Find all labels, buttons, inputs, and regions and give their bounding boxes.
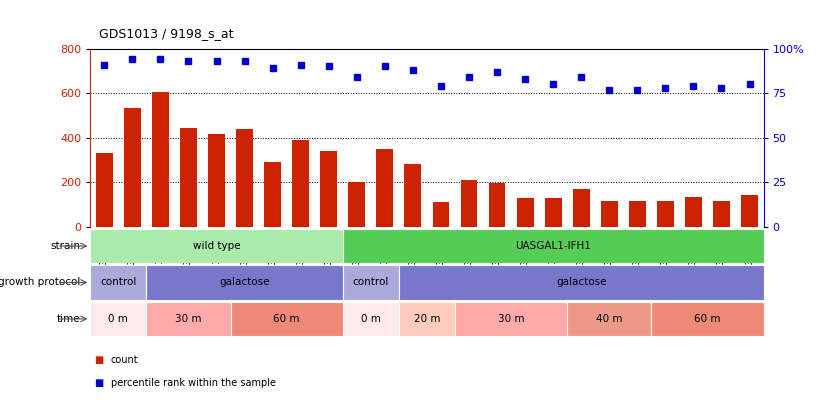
Bar <box>320 151 337 227</box>
Text: 0 m: 0 m <box>361 314 381 324</box>
Bar <box>399 302 455 336</box>
Bar <box>629 201 646 227</box>
Bar <box>231 302 343 336</box>
Bar <box>713 201 730 227</box>
Bar <box>545 198 562 227</box>
Bar <box>90 265 146 300</box>
Text: growth protocol: growth protocol <box>0 277 80 288</box>
Text: UASGAL1-IFH1: UASGAL1-IFH1 <box>516 241 591 251</box>
Bar <box>455 302 567 336</box>
Text: ■: ■ <box>94 356 103 365</box>
Bar <box>573 189 589 227</box>
Bar <box>685 197 702 227</box>
Bar <box>348 182 365 227</box>
Text: galactose: galactose <box>219 277 270 288</box>
Bar <box>343 265 399 300</box>
Bar <box>567 302 651 336</box>
Bar <box>152 92 169 227</box>
Text: galactose: galactose <box>556 277 607 288</box>
Text: 60 m: 60 m <box>273 314 300 324</box>
Bar <box>146 302 231 336</box>
Text: ■: ■ <box>94 378 103 388</box>
Text: strain: strain <box>50 241 80 251</box>
Bar <box>292 140 309 227</box>
Bar <box>264 162 281 227</box>
Bar <box>399 265 764 300</box>
Bar <box>146 265 343 300</box>
Bar <box>601 201 617 227</box>
Text: 0 m: 0 m <box>108 314 128 324</box>
Bar <box>377 149 393 227</box>
Bar <box>651 302 764 336</box>
Text: percentile rank within the sample: percentile rank within the sample <box>111 378 276 388</box>
Bar <box>236 129 253 227</box>
Bar <box>96 153 112 227</box>
Text: GDS1013 / 9198_s_at: GDS1013 / 9198_s_at <box>99 28 233 40</box>
Bar <box>90 302 146 336</box>
Text: control: control <box>100 277 136 288</box>
Text: control: control <box>353 277 389 288</box>
Bar <box>124 108 141 227</box>
Bar <box>90 229 343 263</box>
Text: count: count <box>111 356 139 365</box>
Bar <box>209 134 225 227</box>
Bar <box>433 202 449 227</box>
Bar <box>657 201 674 227</box>
Text: wild type: wild type <box>193 241 241 251</box>
Text: 60 m: 60 m <box>695 314 721 324</box>
Bar <box>461 180 477 227</box>
Bar <box>343 302 399 336</box>
Text: 30 m: 30 m <box>175 314 202 324</box>
Bar <box>741 194 758 227</box>
Bar <box>405 164 421 227</box>
Text: 20 m: 20 m <box>414 314 440 324</box>
Bar <box>488 183 506 227</box>
Bar <box>180 128 197 227</box>
Bar <box>343 229 764 263</box>
Bar <box>516 198 534 227</box>
Text: 30 m: 30 m <box>498 314 525 324</box>
Text: time: time <box>57 314 80 324</box>
Text: 40 m: 40 m <box>596 314 622 324</box>
